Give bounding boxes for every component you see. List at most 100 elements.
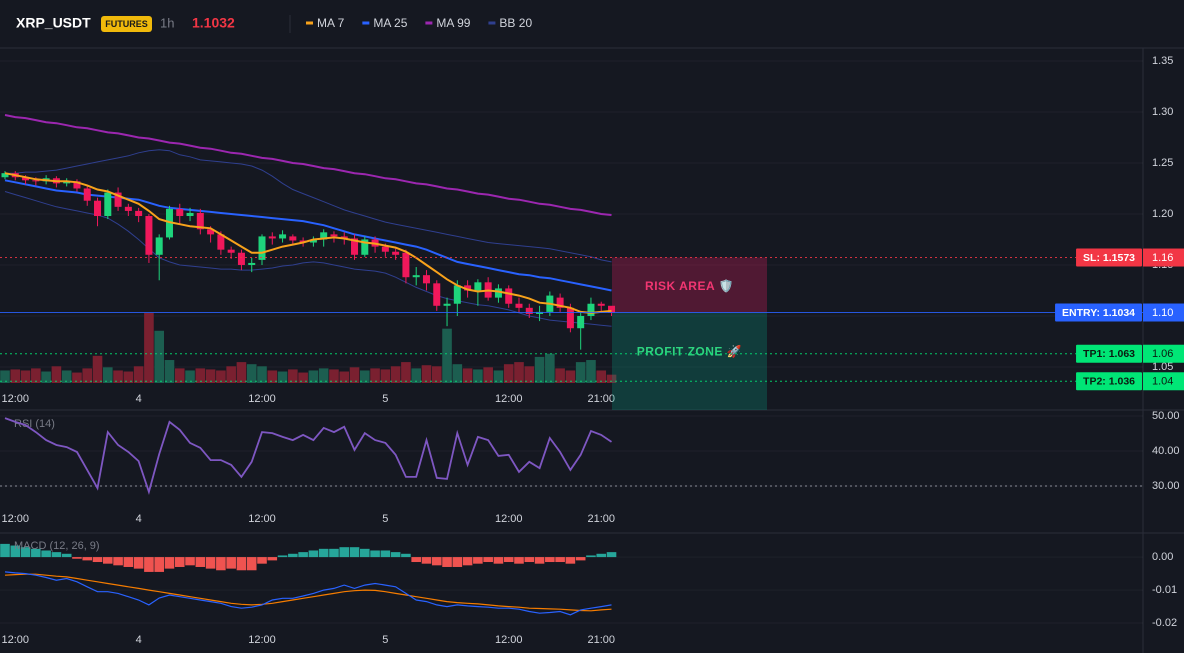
- histogram-bar: [318, 548, 329, 558]
- candle-body: [207, 229, 215, 235]
- histogram-bar: [174, 557, 185, 567]
- x-tick-label: 21:00: [587, 634, 615, 646]
- candle-body: [155, 237, 163, 255]
- histogram-bar: [452, 557, 463, 567]
- histogram-bar: [154, 557, 164, 572]
- x-tick-label: 21:00: [587, 393, 615, 405]
- volume-bar: [257, 366, 267, 383]
- axis-tag-bg: [1143, 248, 1184, 267]
- volume-bar: [185, 370, 195, 383]
- x-tick-label: 4: [136, 393, 142, 405]
- candle-body: [474, 282, 482, 291]
- ma-line: [4, 172, 612, 314]
- y-tick-label: -0.02: [1152, 617, 1177, 629]
- legend-label: MA 99: [436, 16, 470, 30]
- histogram-bar: [442, 557, 452, 567]
- volume-bar: [431, 366, 442, 383]
- level-tag-bg: [1076, 344, 1142, 363]
- x-tick-label: 12:00: [248, 393, 276, 405]
- volume-bar: [606, 374, 617, 383]
- volume-bar: [216, 370, 226, 383]
- bb-band: [5, 149, 612, 263]
- badge-bg: [101, 16, 152, 32]
- histogram-bar: [123, 557, 134, 567]
- volume-bar: [370, 368, 380, 383]
- histogram-bar: [360, 548, 370, 558]
- axis-tag-bg: [1143, 344, 1184, 363]
- volume-bar: [61, 370, 72, 383]
- histogram-bar: [103, 557, 113, 564]
- histogram-bar: [277, 555, 288, 558]
- y-tick-label: 1.35: [1152, 55, 1173, 67]
- histogram-bar: [82, 557, 93, 561]
- volume-bar: [339, 371, 350, 383]
- histogram-bar: [462, 557, 473, 566]
- histogram-bar: [195, 557, 206, 567]
- histogram-bar: [545, 557, 555, 563]
- volume-bar: [236, 362, 247, 383]
- volume-bar: [0, 370, 10, 383]
- volume-bar: [421, 365, 432, 383]
- volume-bar: [41, 371, 51, 383]
- candle-body: [83, 188, 91, 201]
- volume-bar: [401, 362, 411, 383]
- volume-bar: [349, 367, 360, 383]
- level-tag: ENTRY: 1.1034: [1062, 307, 1135, 319]
- volume-bar: [586, 360, 596, 383]
- volume-bar: [205, 369, 216, 383]
- candle-body: [114, 192, 122, 207]
- candle-body: [248, 262, 256, 265]
- x-tick-label: 12:00: [248, 634, 276, 646]
- axis-tag: 1.04: [1152, 376, 1173, 388]
- rsi-line: [4, 417, 613, 496]
- y-tick-label: 1.30: [1152, 106, 1173, 118]
- histogram-bar: [514, 557, 524, 564]
- candle-body: [515, 303, 523, 308]
- candle-body: [94, 200, 102, 217]
- histogram-bar: [380, 550, 391, 558]
- volume-bar: [411, 368, 421, 383]
- histogram-bar: [493, 557, 504, 564]
- histogram-bar: [133, 557, 144, 569]
- histogram-bar: [473, 557, 483, 564]
- zone-label: RISK AREA 🛡️: [645, 279, 734, 293]
- level-tag-bg: [1076, 372, 1142, 391]
- x-tick-label: 12:00: [495, 393, 523, 405]
- volume-bar: [380, 369, 391, 383]
- candle-body: [464, 285, 472, 291]
- candle-body: [22, 177, 30, 181]
- volume-bar: [452, 364, 463, 383]
- histogram-bar: [61, 553, 72, 558]
- volume-bar: [144, 313, 154, 383]
- volume-bar: [565, 370, 576, 383]
- volume-bar: [473, 369, 483, 383]
- candle-body: [443, 303, 451, 306]
- volume-bar: [246, 364, 257, 383]
- y-tick-label: 30.00: [1152, 480, 1180, 492]
- histogram-bar: [586, 555, 596, 558]
- histogram-bar: [308, 550, 319, 558]
- candle-body: [402, 252, 410, 278]
- legend-label: MA 25: [373, 16, 407, 30]
- candle-body: [196, 212, 204, 230]
- volume-bar: [174, 368, 185, 383]
- histogram-bar: [349, 547, 360, 558]
- axis-tag: 1.16: [1152, 252, 1173, 264]
- histogram-bar: [113, 557, 123, 566]
- histogram-bar: [298, 552, 308, 558]
- volume-bar: [462, 368, 473, 383]
- histogram-bar: [288, 553, 298, 558]
- candle-body: [340, 236, 348, 239]
- volume-bar: [113, 370, 123, 383]
- symbol: XRP_USDT: [16, 15, 91, 31]
- histogram-bar: [503, 557, 514, 563]
- volume-bar: [545, 353, 555, 383]
- volume-bar: [20, 370, 31, 383]
- histogram-bar: [226, 557, 236, 569]
- x-tick-label: 12:00: [248, 513, 276, 525]
- candle-body: [494, 288, 502, 298]
- candle-body: [145, 216, 153, 255]
- y-tick-label: -0.01: [1152, 584, 1177, 596]
- candle-body: [176, 208, 184, 217]
